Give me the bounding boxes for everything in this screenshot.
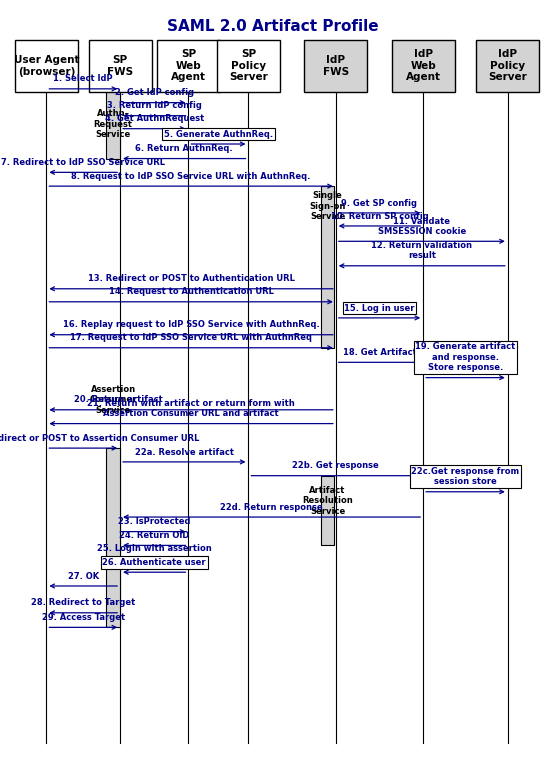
Text: 22. Redirect or POST to Assertion Consumer URL: 22. Redirect or POST to Assertion Consum… bbox=[0, 434, 199, 443]
Text: 19. Generate artifact
and response.
Store response.: 19. Generate artifact and response. Stor… bbox=[416, 342, 515, 372]
Text: 17. Request to IdP SSO Service URL with AuthnReq: 17. Request to IdP SSO Service URL with … bbox=[70, 333, 312, 342]
Text: IdP
FWS: IdP FWS bbox=[323, 55, 349, 77]
FancyBboxPatch shape bbox=[321, 186, 334, 348]
FancyBboxPatch shape bbox=[88, 40, 152, 92]
FancyBboxPatch shape bbox=[305, 40, 367, 92]
Text: 16. Replay request to IdP SSO Service with AuthnReq.: 16. Replay request to IdP SSO Service wi… bbox=[63, 320, 319, 329]
Text: 28. Redirect to Target: 28. Redirect to Target bbox=[31, 598, 135, 607]
Text: 14. Request to Authentication URL: 14. Request to Authentication URL bbox=[109, 287, 274, 296]
Text: 5. Generate AuthnReq.: 5. Generate AuthnReq. bbox=[164, 129, 273, 139]
Text: 23. IsProtected: 23. IsProtected bbox=[118, 517, 191, 526]
Text: Authn-
Request
Service: Authn- Request Service bbox=[93, 110, 133, 139]
Text: 12. Return validation
result: 12. Return validation result bbox=[371, 241, 472, 260]
Text: 9. Get SP config: 9. Get SP config bbox=[341, 198, 418, 208]
Text: 10. Return SP config: 10. Return SP config bbox=[330, 211, 429, 221]
Text: SP
Policy
Server: SP Policy Server bbox=[229, 49, 268, 83]
Text: 27. OK: 27. OK bbox=[68, 571, 99, 581]
Text: 6. Return AuthnReq.: 6. Return AuthnReq. bbox=[135, 144, 233, 153]
FancyBboxPatch shape bbox=[217, 40, 280, 92]
FancyBboxPatch shape bbox=[15, 40, 78, 92]
Text: 15. Log in user: 15. Log in user bbox=[344, 303, 415, 313]
Text: Single
Sign-on
Service: Single Sign-on Service bbox=[310, 192, 346, 221]
Text: 22d. Return response: 22d. Return response bbox=[221, 502, 323, 512]
Text: 20. Return artifact: 20. Return artifact bbox=[74, 395, 163, 404]
Text: IdP
Web
Agent: IdP Web Agent bbox=[406, 49, 441, 83]
Text: 1. Select IdP: 1. Select IdP bbox=[54, 74, 113, 83]
Text: 22b. Get response: 22b. Get response bbox=[293, 461, 379, 470]
Text: SAML 2.0 Artifact Profile: SAML 2.0 Artifact Profile bbox=[167, 19, 379, 34]
Text: 24. Return OID: 24. Return OID bbox=[119, 531, 189, 540]
FancyBboxPatch shape bbox=[106, 89, 120, 159]
Text: 21. Return with artifact or return form with
Assertion Consumer URL and artifact: 21. Return with artifact or return form … bbox=[87, 399, 295, 418]
FancyBboxPatch shape bbox=[106, 448, 120, 627]
Text: 26. Authenticate user: 26. Authenticate user bbox=[103, 558, 206, 567]
Text: Assertion
Consumer
Service: Assertion Consumer Service bbox=[90, 385, 136, 414]
Text: 11. Validate
SMSESSION cookie: 11. Validate SMSESSION cookie bbox=[378, 217, 466, 236]
Text: 3. Return IdP config: 3. Return IdP config bbox=[107, 101, 201, 110]
Text: SP
FWS: SP FWS bbox=[107, 55, 133, 77]
Text: 29. Access Target: 29. Access Target bbox=[41, 613, 125, 622]
Text: User Agent
(browser): User Agent (browser) bbox=[14, 55, 79, 77]
Text: 22c.Get response from
session store: 22c.Get response from session store bbox=[411, 467, 520, 486]
FancyBboxPatch shape bbox=[157, 40, 219, 92]
Text: 4. Get AuthnRequest: 4. Get AuthnRequest bbox=[105, 114, 204, 123]
Text: 13. Redirect or POST to Authentication URL: 13. Redirect or POST to Authentication U… bbox=[88, 274, 294, 283]
FancyBboxPatch shape bbox=[321, 476, 334, 545]
FancyBboxPatch shape bbox=[476, 40, 539, 92]
Text: IdP
Policy
Server: IdP Policy Server bbox=[489, 49, 527, 83]
Text: 8. Request to IdP SSO Service URL with AuthnReq.: 8. Request to IdP SSO Service URL with A… bbox=[72, 172, 311, 181]
Text: 7. Redirect to IdP SSO Service URL: 7. Redirect to IdP SSO Service URL bbox=[1, 158, 165, 167]
FancyBboxPatch shape bbox=[392, 40, 454, 92]
Text: 25. Login with assertion: 25. Login with assertion bbox=[97, 544, 212, 553]
Text: Artifact
Resolution
Service: Artifact Resolution Service bbox=[302, 486, 353, 516]
Text: 22a. Resolve artifact: 22a. Resolve artifact bbox=[135, 447, 234, 457]
Text: 2. Get IdP config: 2. Get IdP config bbox=[115, 88, 194, 97]
Text: SP
Web
Agent: SP Web Agent bbox=[171, 49, 206, 83]
Text: 18. Get Artifact: 18. Get Artifact bbox=[342, 348, 417, 357]
